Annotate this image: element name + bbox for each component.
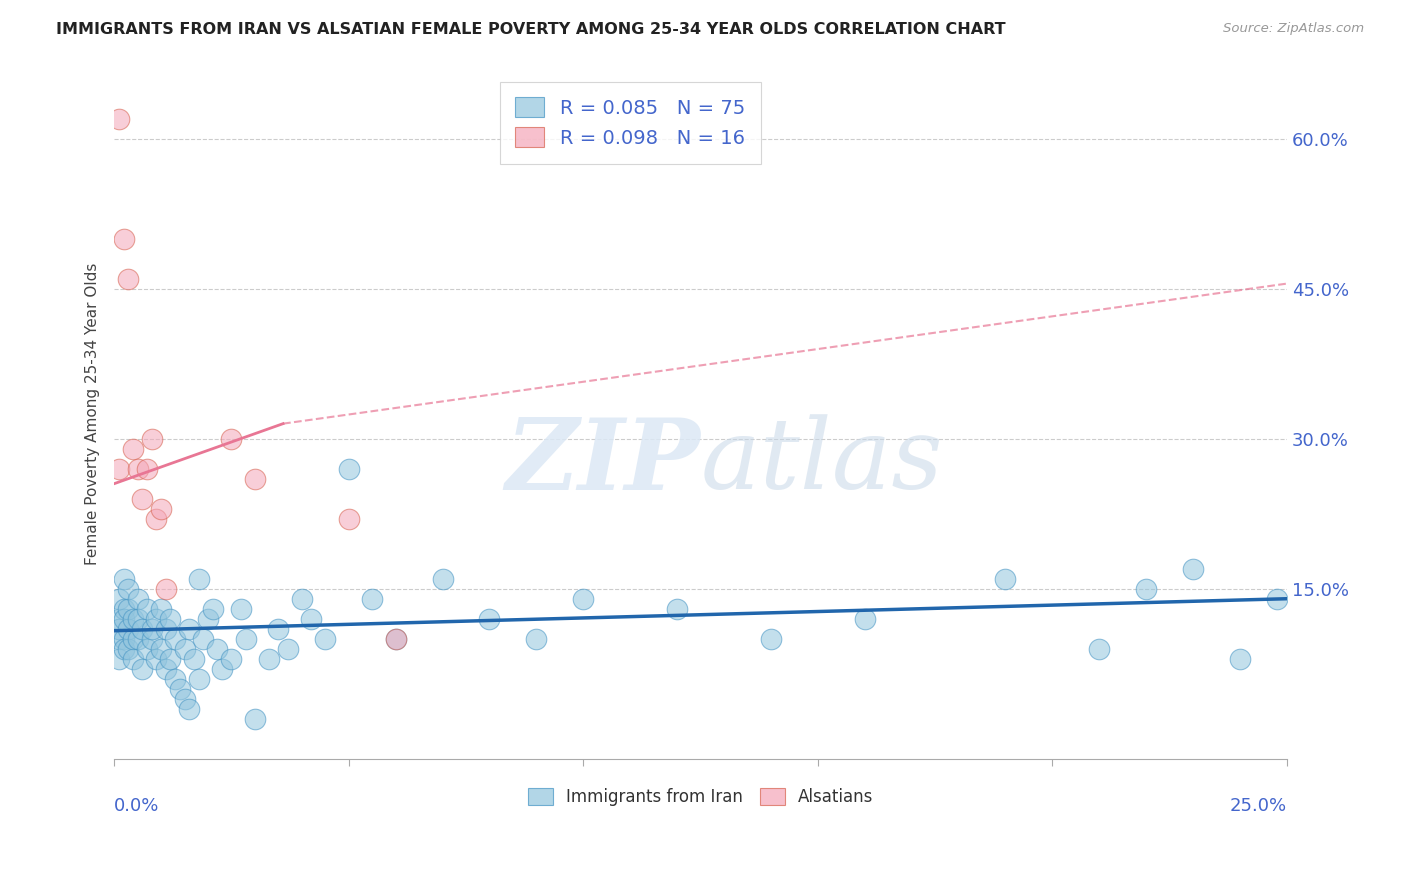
Point xyxy=(108,591,131,606)
Text: ZIP: ZIP xyxy=(506,414,700,510)
Point xyxy=(183,652,205,666)
Point xyxy=(201,601,224,615)
Point xyxy=(277,641,299,656)
Point xyxy=(122,442,145,456)
Point xyxy=(141,632,163,646)
Point xyxy=(117,641,139,656)
Point xyxy=(384,632,406,646)
Point xyxy=(155,582,177,596)
Point xyxy=(112,641,135,656)
Text: atlas: atlas xyxy=(700,414,943,509)
Point xyxy=(131,622,153,636)
Point xyxy=(314,632,336,646)
Point xyxy=(136,641,159,656)
Point xyxy=(122,632,145,646)
Point xyxy=(127,461,149,475)
Point xyxy=(1088,641,1111,656)
Point xyxy=(150,641,173,656)
Point xyxy=(117,622,139,636)
Point xyxy=(117,582,139,596)
Point xyxy=(759,632,782,646)
Point xyxy=(108,461,131,475)
Point xyxy=(187,672,209,686)
Point xyxy=(117,271,139,285)
Point xyxy=(112,231,135,245)
Text: 25.0%: 25.0% xyxy=(1230,797,1286,814)
Point xyxy=(221,652,243,666)
Point xyxy=(853,612,876,626)
Point xyxy=(337,461,360,475)
Point xyxy=(136,601,159,615)
Point xyxy=(221,432,243,446)
Point xyxy=(145,612,167,626)
Point xyxy=(136,461,159,475)
Point xyxy=(197,612,219,626)
Point xyxy=(187,572,209,586)
Point xyxy=(235,632,257,646)
Point xyxy=(141,432,163,446)
Point xyxy=(131,662,153,676)
Point xyxy=(994,572,1017,586)
Point xyxy=(572,591,595,606)
Point xyxy=(159,612,181,626)
Point xyxy=(291,591,314,606)
Point xyxy=(112,601,135,615)
Point xyxy=(108,652,131,666)
Point xyxy=(122,652,145,666)
Point xyxy=(361,591,384,606)
Point xyxy=(127,632,149,646)
Point xyxy=(108,612,131,626)
Point xyxy=(169,681,191,696)
Point xyxy=(141,622,163,636)
Point xyxy=(478,612,501,626)
Point xyxy=(117,601,139,615)
Point xyxy=(108,112,131,126)
Point xyxy=(243,712,266,726)
Point xyxy=(112,632,135,646)
Point xyxy=(193,632,215,646)
Point xyxy=(108,632,131,646)
Point xyxy=(267,622,290,636)
Point xyxy=(211,662,233,676)
Point xyxy=(159,652,181,666)
Y-axis label: Female Poverty Among 25-34 Year Olds: Female Poverty Among 25-34 Year Olds xyxy=(86,262,100,565)
Point xyxy=(666,601,689,615)
Point xyxy=(155,622,177,636)
Point xyxy=(165,672,187,686)
Point xyxy=(384,632,406,646)
Point xyxy=(179,702,201,716)
Point xyxy=(1229,652,1251,666)
Text: IMMIGRANTS FROM IRAN VS ALSATIAN FEMALE POVERTY AMONG 25-34 YEAR OLDS CORRELATIO: IMMIGRANTS FROM IRAN VS ALSATIAN FEMALE … xyxy=(56,22,1005,37)
Point xyxy=(1135,582,1157,596)
Point xyxy=(131,491,153,506)
Point xyxy=(122,612,145,626)
Point xyxy=(112,572,135,586)
Point xyxy=(299,612,322,626)
Point xyxy=(229,601,252,615)
Legend: Immigrants from Iran, Alsatians: Immigrants from Iran, Alsatians xyxy=(522,781,880,813)
Point xyxy=(337,511,360,525)
Point xyxy=(1267,591,1289,606)
Text: Source: ZipAtlas.com: Source: ZipAtlas.com xyxy=(1223,22,1364,36)
Point xyxy=(150,601,173,615)
Point xyxy=(179,622,201,636)
Point xyxy=(173,691,195,706)
Point xyxy=(173,641,195,656)
Point xyxy=(127,591,149,606)
Point xyxy=(165,632,187,646)
Point xyxy=(108,622,131,636)
Text: 0.0%: 0.0% xyxy=(114,797,159,814)
Point xyxy=(524,632,547,646)
Point xyxy=(150,501,173,516)
Point xyxy=(432,572,454,586)
Point xyxy=(145,652,167,666)
Point xyxy=(243,472,266,486)
Point xyxy=(145,511,167,525)
Point xyxy=(155,662,177,676)
Point xyxy=(1182,562,1205,576)
Point xyxy=(207,641,229,656)
Point xyxy=(257,652,280,666)
Point xyxy=(112,612,135,626)
Point xyxy=(127,612,149,626)
